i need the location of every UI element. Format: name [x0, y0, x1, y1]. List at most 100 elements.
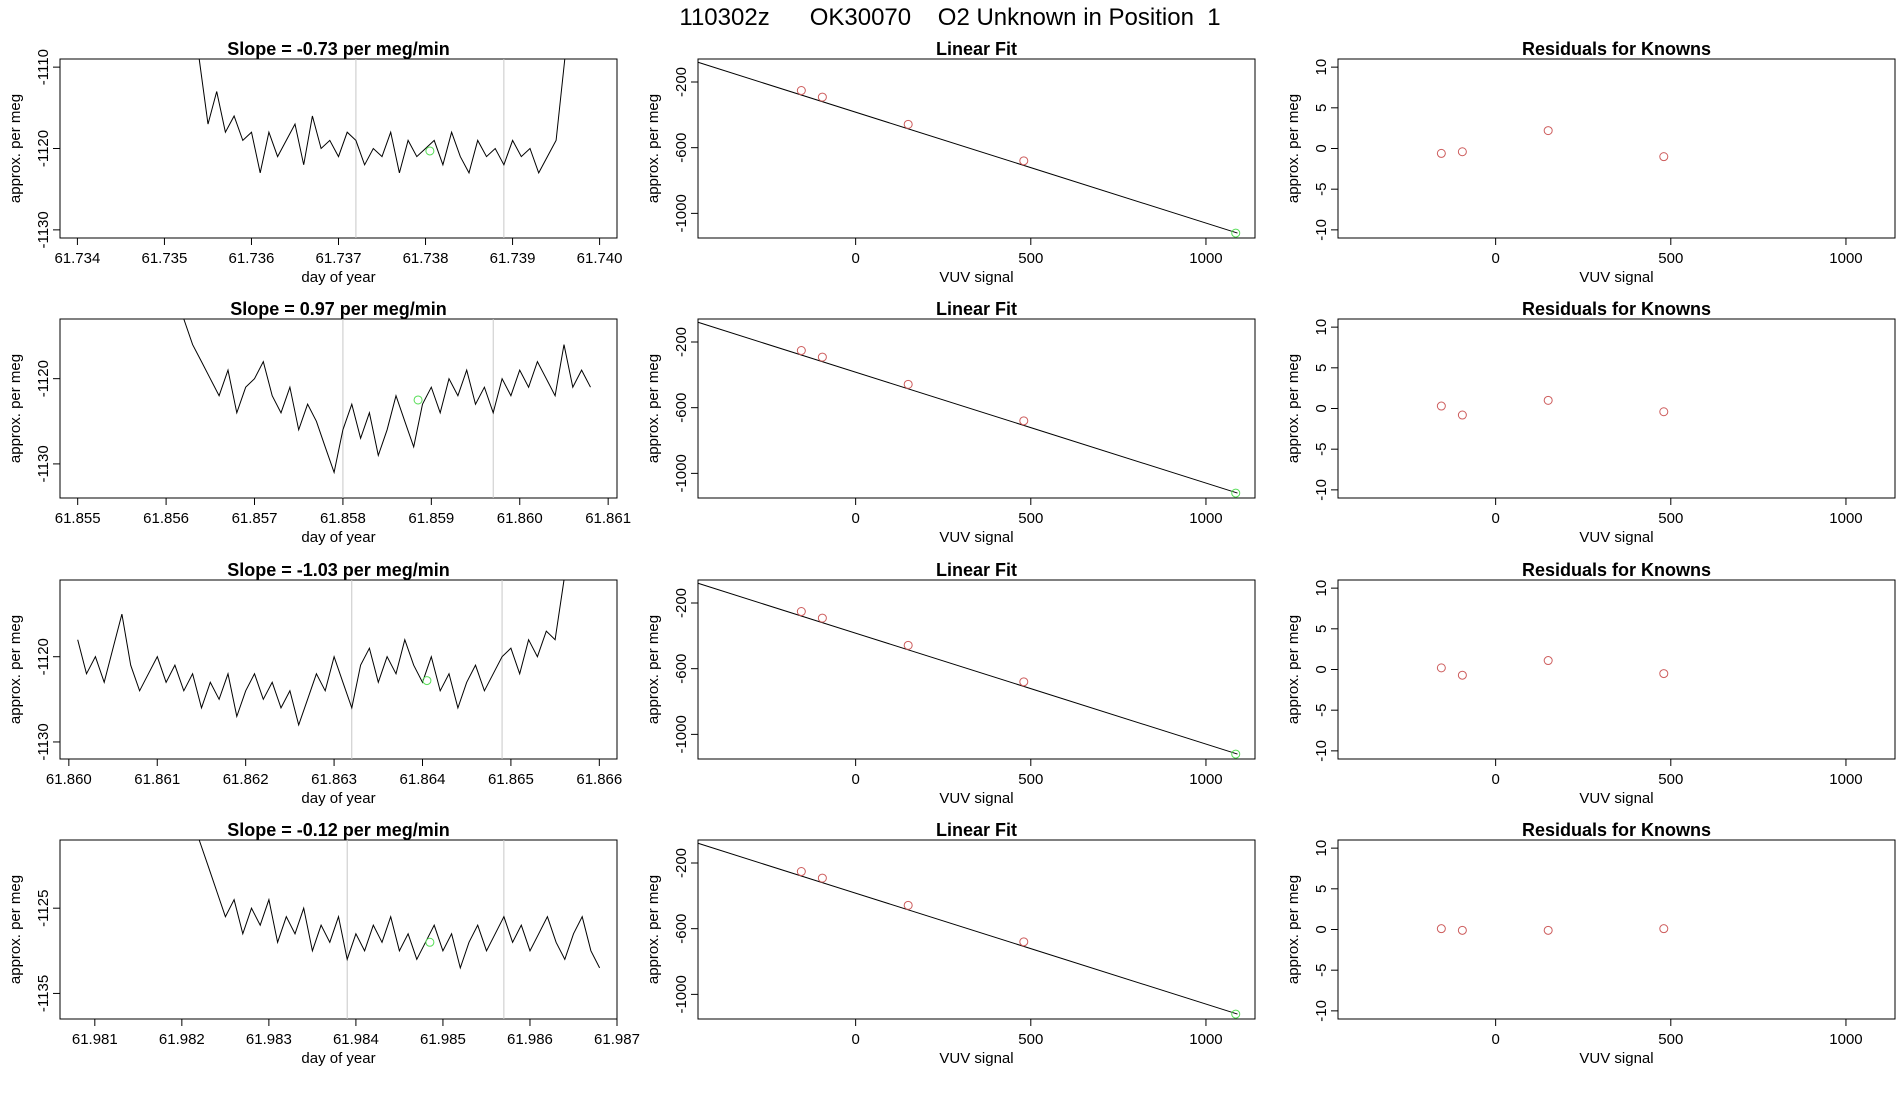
known-point [817, 352, 827, 362]
x-tick-label: 61.862 [223, 771, 269, 788]
x-tick-label: 61.865 [488, 771, 534, 788]
x-tick-label: 61.858 [320, 510, 366, 527]
fit-line [697, 842, 1238, 1015]
residual-point [1457, 925, 1467, 935]
x-tick-label: 61.856 [143, 510, 189, 527]
y-tick-label: -5 [1313, 964, 1330, 977]
plot-title: Residuals for Knowns [1522, 560, 1711, 580]
known-point [903, 900, 913, 910]
unknown-point [1231, 488, 1241, 498]
fit-panel-4: Linear Fit 0 500 1000 VUV signal -200 -600 -100… [645, 820, 1256, 1067]
y-tick-label: -200 [673, 67, 690, 97]
y-tick-label: -200 [673, 588, 690, 618]
x-tick-label: 61.859 [408, 510, 454, 527]
x-tick-label: 1000 [1189, 250, 1222, 267]
y-tick-label: -200 [673, 327, 690, 357]
y-tick-label: -1135 [35, 975, 52, 1012]
y-axis-label: approx. per meg [7, 354, 24, 463]
y-tick-label: -1120 [35, 638, 52, 675]
y-tick-label: -1120 [35, 360, 52, 397]
series-line [198, 58, 566, 175]
plot-title: Slope = -0.12 per meg/min [227, 820, 450, 840]
residual-point [1543, 126, 1553, 136]
unknown-point [1231, 228, 1241, 238]
plot-frame [1337, 58, 1896, 239]
known-point [903, 119, 913, 129]
y-tick-label: 5 [1313, 104, 1330, 112]
x-tick-label: 61.855 [55, 510, 101, 527]
known-point [1019, 677, 1029, 687]
residual-point [1436, 663, 1446, 673]
residual-point [1457, 670, 1467, 680]
y-axis-label: approx. per meg [7, 615, 24, 724]
x-tick-label: 0 [851, 771, 859, 788]
plot-title: Slope = -1.03 per meg/min [227, 560, 450, 580]
residual-point [1457, 410, 1467, 420]
residual-point [1659, 407, 1669, 417]
y-tick-label: -10 [1313, 740, 1330, 762]
unknown-point [413, 395, 423, 405]
y-tick-label: -1000 [673, 454, 690, 492]
x-tick-label: 61.737 [316, 250, 362, 267]
y-tick-label: 0 [1313, 665, 1330, 673]
x-axis-label: VUV signal [939, 790, 1013, 807]
y-tick-label: 0 [1313, 144, 1330, 152]
x-tick-label: 500 [1658, 771, 1683, 788]
known-point [1019, 156, 1029, 166]
plot-title: Linear Fit [936, 820, 1017, 840]
known-point [817, 613, 827, 623]
x-tick-label: 61.860 [497, 510, 543, 527]
x-tick-label: 61.982 [159, 1031, 205, 1048]
y-tick-label: -600 [673, 654, 690, 684]
residual-panel-1: Residuals for Knowns 0 500 1000 VUV signal 10… [1285, 39, 1896, 286]
y-tick-label: -10 [1313, 219, 1330, 241]
unknown-point [1231, 749, 1241, 759]
y-tick-label: 10 [1313, 59, 1330, 76]
y-axis-label: approx. per meg [645, 354, 662, 463]
x-tick-label: 61.861 [134, 771, 180, 788]
x-tick-label: 61.986 [507, 1031, 553, 1048]
y-tick-label: -1125 [35, 890, 52, 927]
y-axis-label: approx. per meg [1285, 615, 1302, 724]
known-point [817, 92, 827, 102]
plot-frame [59, 58, 618, 239]
y-axis-label: approx. per meg [645, 875, 662, 984]
x-tick-label: 500 [1018, 250, 1043, 267]
x-tick-label: 61.987 [594, 1031, 640, 1048]
fit-line [697, 582, 1238, 755]
y-tick-label: -1000 [673, 975, 690, 1013]
y-tick-label: 10 [1313, 319, 1330, 336]
y-tick-label: -1000 [673, 194, 690, 232]
y-tick-label: 10 [1313, 840, 1330, 857]
residual-panel-2: Residuals for Knowns 0 500 1000 VUV signal 10… [1285, 299, 1896, 546]
plot-title: Linear Fit [936, 560, 1017, 580]
residual-point [1543, 395, 1553, 405]
plot-title: Linear Fit [936, 299, 1017, 319]
x-tick-label: 1000 [1829, 510, 1862, 527]
y-tick-label: -10 [1313, 1000, 1330, 1022]
x-tick-label: 500 [1658, 510, 1683, 527]
y-tick-label: -1110 [35, 49, 52, 85]
x-tick-label: 500 [1658, 1031, 1683, 1048]
y-axis-label: approx. per meg [1285, 875, 1302, 984]
residual-point [1659, 152, 1669, 162]
residual-panel-3: Residuals for Knowns 0 500 1000 VUV signal 10… [1285, 560, 1896, 807]
timeseries-panel-2: Slope = 0.97 per meg/min 61.855 61.856 61.8… [7, 299, 631, 546]
x-tick-label: 61.860 [46, 771, 92, 788]
residual-point [1436, 148, 1446, 158]
known-point [1019, 416, 1029, 426]
x-tick-label: 1000 [1829, 771, 1862, 788]
known-point [796, 867, 806, 877]
x-tick-label: 1000 [1189, 1031, 1222, 1048]
y-tick-label: 0 [1313, 404, 1330, 412]
x-axis-label: VUV signal [939, 1050, 1013, 1067]
plot-title: Residuals for Knowns [1522, 299, 1711, 319]
y-tick-label: -1130 [35, 723, 52, 760]
x-tick-label: 61.857 [232, 510, 278, 527]
residual-point [1436, 924, 1446, 934]
fit-line [697, 321, 1238, 494]
timeseries-panel-3: Slope = -1.03 per meg/min 61.860 61.861 61.… [7, 560, 622, 807]
x-tick-label: 61.735 [141, 250, 187, 267]
y-tick-label: 5 [1313, 364, 1330, 372]
residual-point [1659, 669, 1669, 679]
